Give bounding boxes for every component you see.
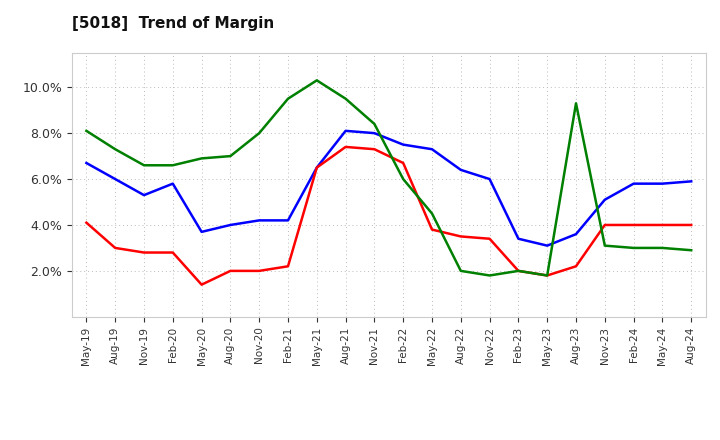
- Operating Cashflow: [312, 78, 321, 83]
- Net Income: [370, 147, 379, 152]
- Ordinary Income: [312, 165, 321, 170]
- Net Income: [428, 227, 436, 232]
- Operating Cashflow: [543, 273, 552, 278]
- Ordinary Income: [485, 176, 494, 182]
- Operating Cashflow: [687, 248, 696, 253]
- Net Income: [341, 144, 350, 150]
- Operating Cashflow: [514, 268, 523, 274]
- Net Income: [543, 273, 552, 278]
- Ordinary Income: [687, 179, 696, 184]
- Net Income: [197, 282, 206, 287]
- Operating Cashflow: [140, 163, 148, 168]
- Ordinary Income: [341, 128, 350, 133]
- Line: Operating Cashflow: Operating Cashflow: [86, 81, 691, 275]
- Ordinary Income: [543, 243, 552, 248]
- Operating Cashflow: [111, 147, 120, 152]
- Ordinary Income: [111, 176, 120, 182]
- Ordinary Income: [658, 181, 667, 186]
- Operating Cashflow: [600, 243, 609, 248]
- Operating Cashflow: [82, 128, 91, 133]
- Ordinary Income: [572, 231, 580, 237]
- Net Income: [255, 268, 264, 274]
- Net Income: [399, 160, 408, 165]
- Text: [5018]  Trend of Margin: [5018] Trend of Margin: [72, 16, 274, 31]
- Operating Cashflow: [341, 96, 350, 101]
- Ordinary Income: [456, 167, 465, 172]
- Net Income: [284, 264, 292, 269]
- Ordinary Income: [140, 192, 148, 198]
- Operating Cashflow: [197, 156, 206, 161]
- Ordinary Income: [168, 181, 177, 186]
- Net Income: [658, 222, 667, 227]
- Ordinary Income: [514, 236, 523, 242]
- Net Income: [485, 236, 494, 242]
- Operating Cashflow: [428, 211, 436, 216]
- Ordinary Income: [284, 218, 292, 223]
- Net Income: [111, 245, 120, 250]
- Ordinary Income: [370, 131, 379, 136]
- Net Income: [629, 222, 638, 227]
- Ordinary Income: [629, 181, 638, 186]
- Operating Cashflow: [629, 245, 638, 250]
- Net Income: [82, 220, 91, 225]
- Operating Cashflow: [658, 245, 667, 250]
- Ordinary Income: [428, 147, 436, 152]
- Net Income: [140, 250, 148, 255]
- Net Income: [456, 234, 465, 239]
- Net Income: [600, 222, 609, 227]
- Operating Cashflow: [399, 176, 408, 182]
- Ordinary Income: [255, 218, 264, 223]
- Ordinary Income: [399, 142, 408, 147]
- Net Income: [226, 268, 235, 274]
- Ordinary Income: [82, 160, 91, 165]
- Ordinary Income: [197, 229, 206, 235]
- Ordinary Income: [600, 197, 609, 202]
- Ordinary Income: [226, 222, 235, 227]
- Net Income: [168, 250, 177, 255]
- Net Income: [572, 264, 580, 269]
- Net Income: [312, 165, 321, 170]
- Net Income: [514, 268, 523, 274]
- Operating Cashflow: [284, 96, 292, 101]
- Line: Net Income: Net Income: [86, 147, 691, 285]
- Net Income: [687, 222, 696, 227]
- Line: Ordinary Income: Ordinary Income: [86, 131, 691, 246]
- Operating Cashflow: [456, 268, 465, 274]
- Operating Cashflow: [572, 101, 580, 106]
- Operating Cashflow: [226, 154, 235, 159]
- Operating Cashflow: [255, 131, 264, 136]
- Operating Cashflow: [370, 121, 379, 127]
- Operating Cashflow: [168, 163, 177, 168]
- Operating Cashflow: [485, 273, 494, 278]
